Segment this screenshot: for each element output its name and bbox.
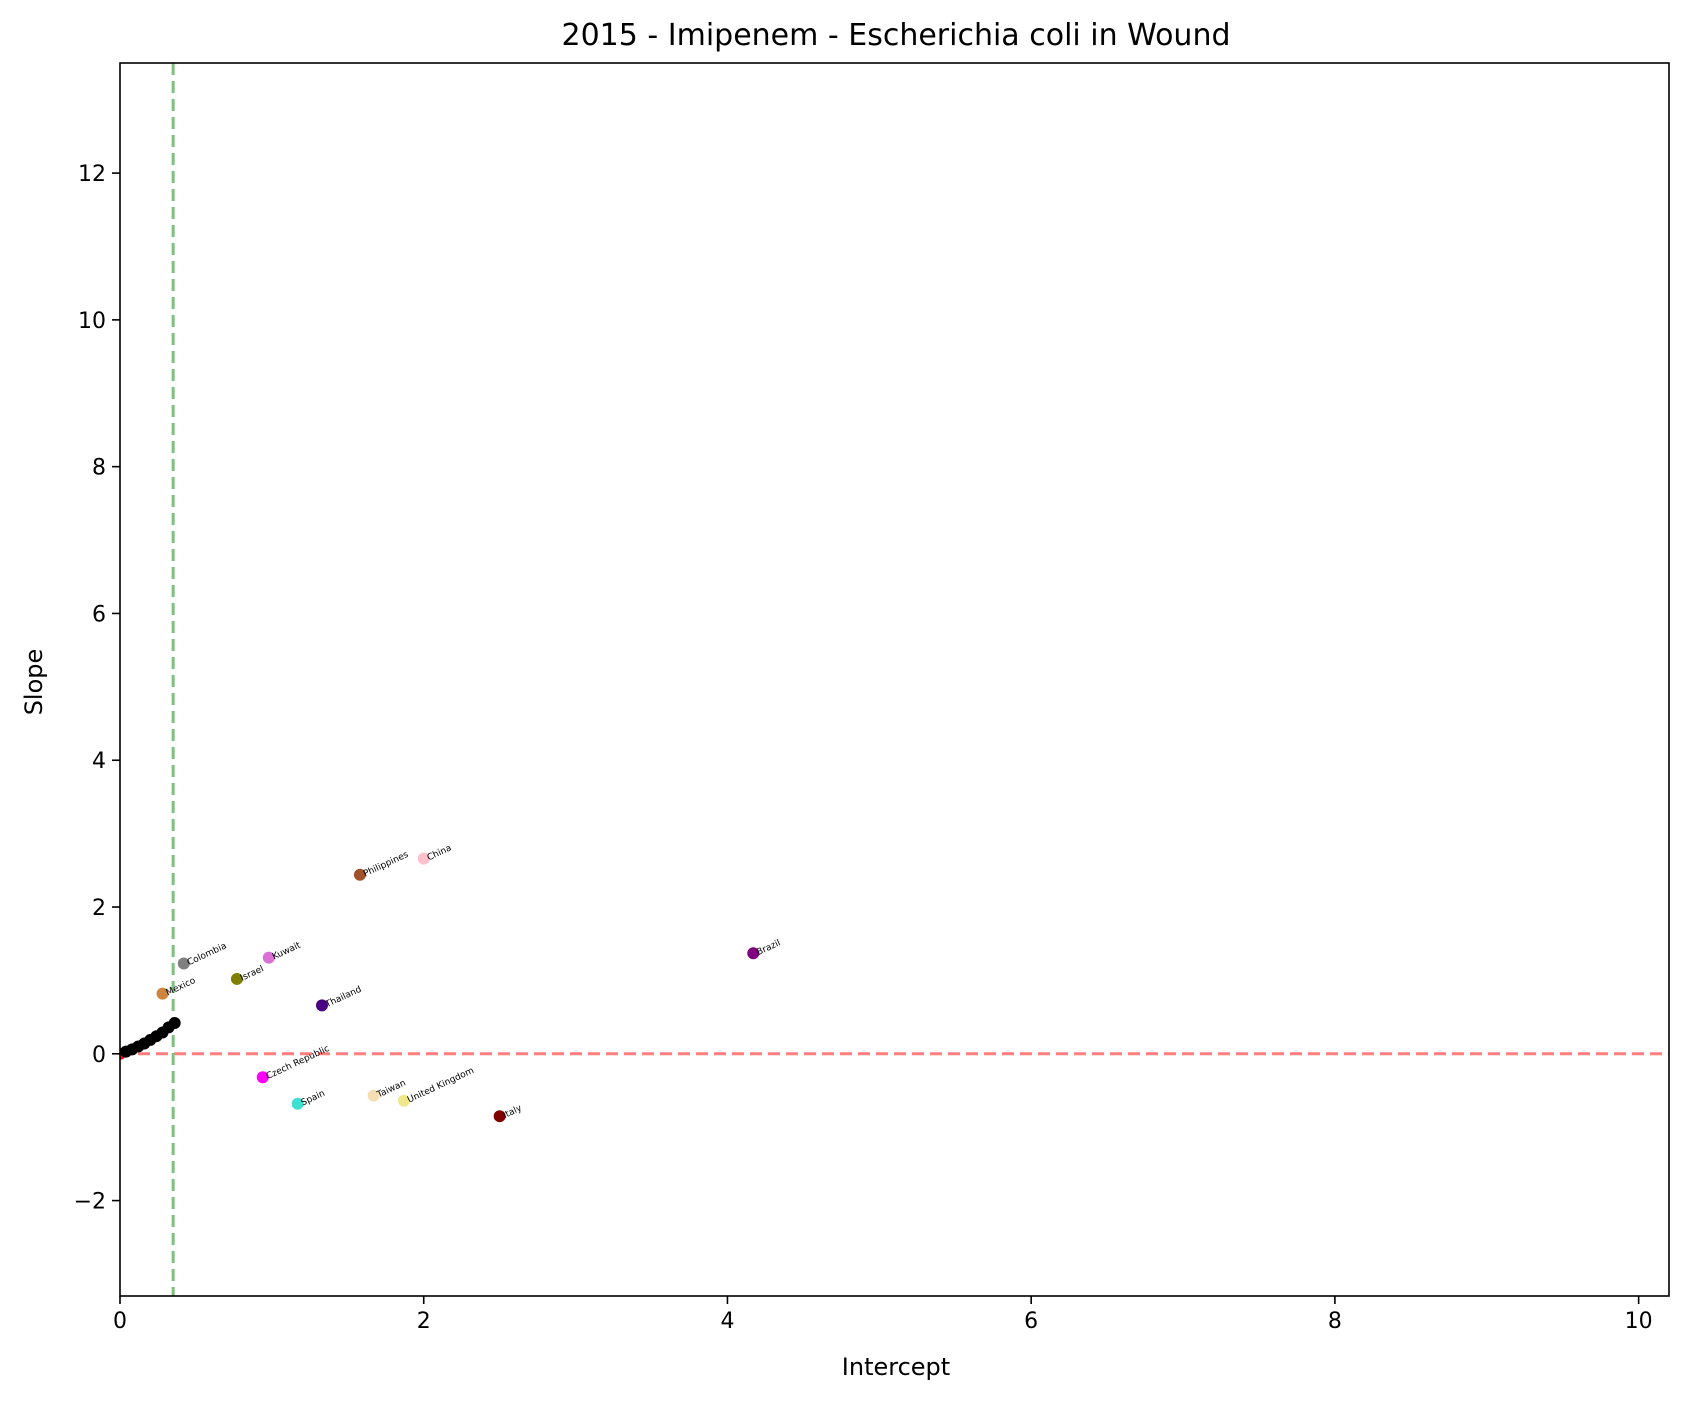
x-tick-label: 6 bbox=[1024, 1309, 1038, 1334]
y-tick-label: −2 bbox=[74, 1190, 106, 1215]
data-point bbox=[417, 852, 430, 865]
data-point bbox=[230, 972, 243, 985]
y-tick-label: 4 bbox=[92, 749, 106, 774]
data-point bbox=[177, 957, 190, 970]
data-point-label: Italy bbox=[502, 1103, 525, 1121]
data-point bbox=[256, 1071, 269, 1084]
data-point bbox=[315, 999, 328, 1012]
x-tick-label: 8 bbox=[1328, 1309, 1342, 1334]
data-point bbox=[262, 951, 275, 964]
data-point-label: Israel bbox=[239, 964, 266, 983]
y-tick-label: 10 bbox=[78, 309, 106, 334]
data-point bbox=[367, 1089, 380, 1102]
y-tick-label: 6 bbox=[92, 602, 106, 627]
y-tick-label: 8 bbox=[92, 456, 106, 481]
data-point bbox=[397, 1094, 410, 1107]
data-point-label: Mexico bbox=[165, 976, 198, 999]
data-point-label: Brazil bbox=[755, 938, 782, 958]
data-point bbox=[747, 947, 760, 960]
data-point-label: Philippines bbox=[362, 850, 410, 880]
data-point bbox=[168, 1016, 181, 1029]
x-axis-label: Intercept bbox=[842, 1353, 950, 1381]
y-tick-label: 2 bbox=[92, 896, 106, 921]
data-point-label: United Kingdom bbox=[406, 1066, 476, 1106]
plot-area: Brazil China Philippines Colombia Kuwait Isra… bbox=[74, 62, 1670, 1334]
data-point bbox=[291, 1097, 304, 1110]
data-point-label: Thailand bbox=[323, 985, 363, 1011]
data-point-label: Spain bbox=[300, 1089, 327, 1109]
x-tick-label: 0 bbox=[113, 1309, 127, 1334]
y-axis-label: Slope bbox=[20, 649, 48, 716]
chart-title: 2015 - Imipenem - Escherichia coli in Wo… bbox=[562, 18, 1231, 53]
data-point bbox=[493, 1110, 506, 1123]
x-tick-label: 10 bbox=[1625, 1309, 1653, 1334]
plot-frame bbox=[119, 62, 1670, 1297]
y-tick-label: 0 bbox=[92, 1043, 106, 1068]
data-point bbox=[156, 987, 169, 1000]
data-point-label: Czech Republic bbox=[265, 1044, 331, 1082]
y-tick-label: 12 bbox=[78, 162, 106, 187]
data-point-label: Kuwait bbox=[271, 940, 303, 962]
x-tick-label: 2 bbox=[417, 1309, 431, 1334]
x-tick-label: 4 bbox=[720, 1309, 734, 1334]
data-point-label: China bbox=[426, 843, 454, 863]
data-point bbox=[353, 868, 366, 881]
data-point-label: Colombia bbox=[186, 941, 229, 968]
